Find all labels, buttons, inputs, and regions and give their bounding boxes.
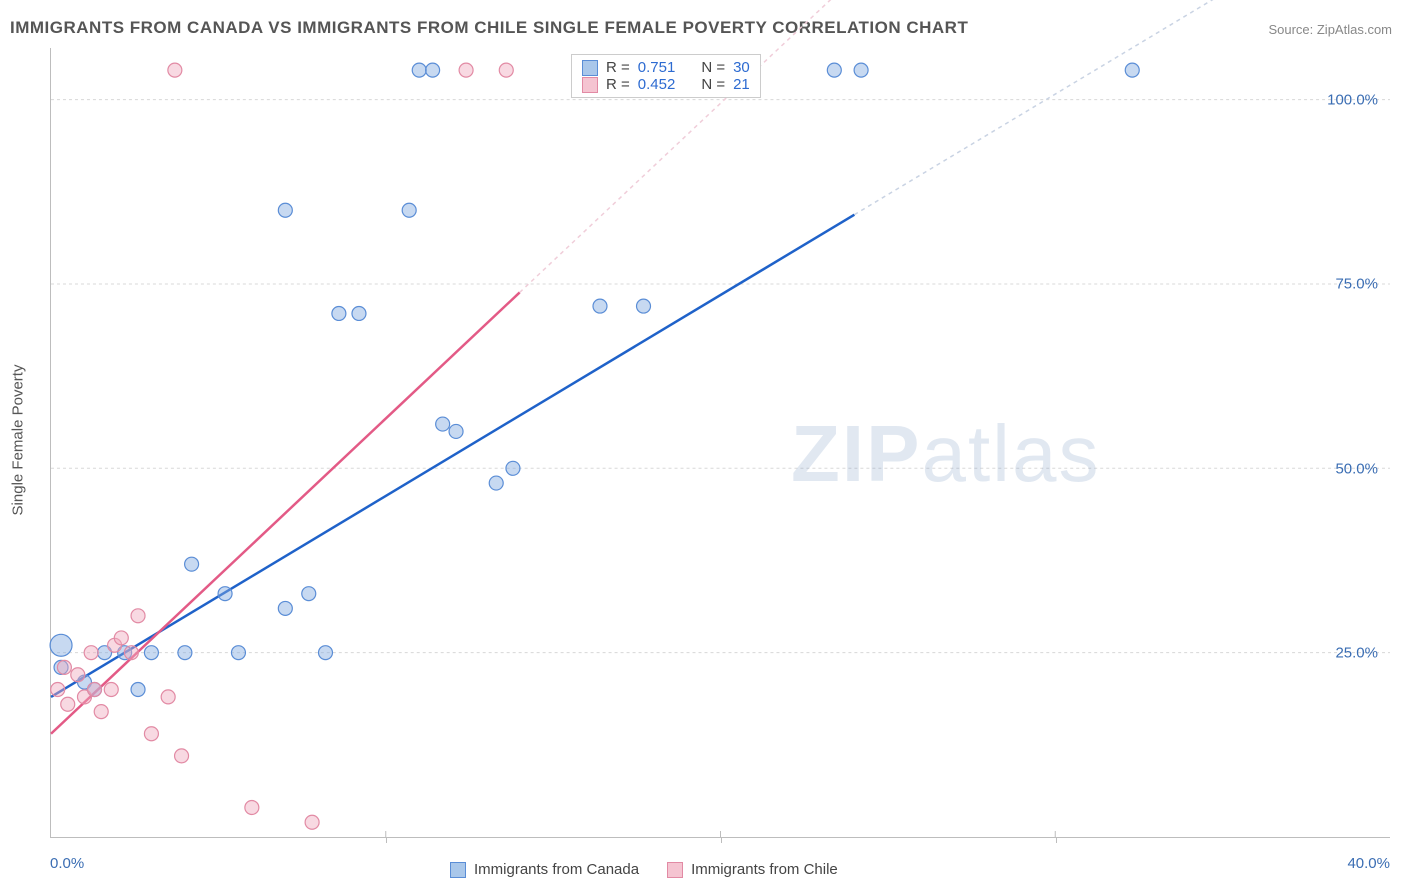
data-point-chile [175,749,189,763]
data-point-canada [402,203,416,217]
data-point-canada [449,424,463,438]
legend-swatch-chile-icon [667,862,683,878]
plot-area: ZIPatlas R = 0.751 N = 30 R = 0.452 N = … [50,48,1390,838]
data-point-canada [319,646,333,660]
data-point-chile [94,705,108,719]
data-point-canada [593,299,607,313]
data-point-chile [104,683,118,697]
data-point-chile [161,690,175,704]
plot-svg [51,48,1390,837]
legend-n-label: N = [701,76,725,93]
data-point-canada [50,634,72,656]
legend-n-canada: 30 [733,59,750,76]
data-point-canada [332,306,346,320]
xtick-max: 40.0% [1347,855,1390,872]
data-point-chile [144,727,158,741]
data-point-chile [61,697,75,711]
data-point-chile [245,801,259,815]
ytick-100: 100.0% [1327,91,1378,108]
xtick-0: 0.0% [50,855,84,872]
legend-label-chile: Immigrants from Chile [691,861,838,878]
data-point-chile [88,683,102,697]
data-point-canada [637,299,651,313]
data-point-canada [218,587,232,601]
chart-title: IMMIGRANTS FROM CANADA VS IMMIGRANTS FRO… [10,18,968,38]
legend-n-chile: 21 [733,76,750,93]
data-point-canada [489,476,503,490]
data-point-chile [84,646,98,660]
y-axis-label: Single Female Poverty [10,365,27,516]
legend-n-label: N = [701,59,725,76]
data-point-canada [278,203,292,217]
data-point-chile [124,646,138,660]
source-label: Source: ZipAtlas.com [1268,22,1392,37]
legend-label-canada: Immigrants from Canada [474,861,639,878]
data-point-canada [506,461,520,475]
legend-bottom: Immigrants from Canada Immigrants from C… [450,861,838,878]
data-point-canada [185,557,199,571]
legend-r-label: R = [606,59,630,76]
data-point-canada [426,63,440,77]
data-point-chile [305,815,319,829]
data-point-chile [459,63,473,77]
data-point-canada [1125,63,1139,77]
data-point-canada [352,306,366,320]
data-point-canada [231,646,245,660]
data-point-chile [499,63,513,77]
data-point-canada [302,587,316,601]
data-point-canada [854,63,868,77]
legend-swatch-canada-icon [450,862,466,878]
legend-item-canada: Immigrants from Canada [450,861,639,878]
legend-row-chile: R = 0.452 N = 21 [582,76,750,93]
ytick-25: 25.0% [1335,645,1378,662]
data-point-canada [178,646,192,660]
xtick-mark-30 [1056,837,1057,843]
data-point-chile [57,660,71,674]
ytick-50: 50.0% [1335,460,1378,477]
legend-swatch-chile [582,77,598,93]
data-point-canada [131,683,145,697]
legend-swatch-canada [582,60,598,76]
legend-top: R = 0.751 N = 30 R = 0.452 N = 21 [571,54,761,98]
data-point-canada [144,646,158,660]
xtick-mark-20 [721,837,722,843]
data-point-chile [51,683,65,697]
data-point-canada [412,63,426,77]
legend-r-label: R = [606,76,630,93]
legend-row-canada: R = 0.751 N = 30 [582,59,750,76]
data-point-chile [131,609,145,623]
ytick-75: 75.0% [1335,276,1378,293]
data-point-canada [278,601,292,615]
data-point-canada [827,63,841,77]
data-point-chile [168,63,182,77]
data-point-canada [436,417,450,431]
legend-r-chile: 0.452 [638,76,676,93]
legend-item-chile: Immigrants from Chile [667,861,838,878]
xtick-mark-10 [386,837,387,843]
data-point-chile [71,668,85,682]
legend-r-canada: 0.751 [638,59,676,76]
data-point-chile [114,631,128,645]
